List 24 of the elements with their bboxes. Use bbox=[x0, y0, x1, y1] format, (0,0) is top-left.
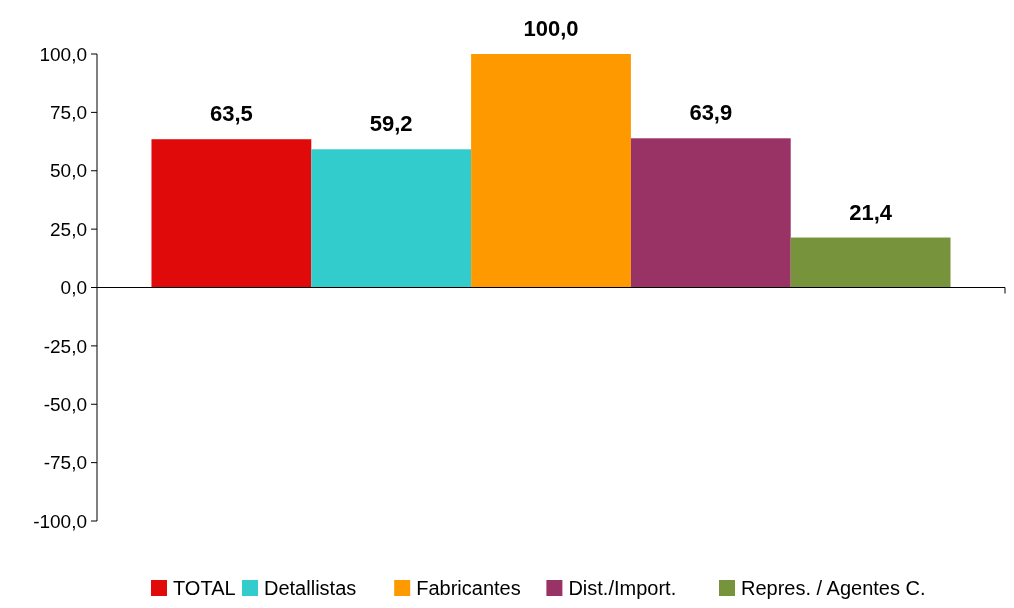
y-tick-label: 25,0 bbox=[50, 218, 87, 240]
y-tick-label: -75,0 bbox=[43, 452, 87, 474]
bar bbox=[151, 139, 312, 288]
legend-label: TOTAL bbox=[173, 577, 236, 599]
legend-label: Dist./Import. bbox=[568, 577, 677, 599]
data-label: 63,9 bbox=[689, 100, 733, 126]
legend-label: Repres. / Agentes C. bbox=[741, 577, 926, 599]
y-tick-label: -25,0 bbox=[43, 335, 87, 357]
y-tick-label: 75,0 bbox=[50, 102, 87, 124]
y-tick-label: 0,0 bbox=[60, 277, 87, 299]
bar bbox=[311, 149, 472, 288]
bar bbox=[471, 54, 631, 288]
data-label: 21,4 bbox=[849, 199, 893, 225]
bar bbox=[630, 138, 791, 288]
data-label: 63,5 bbox=[209, 101, 253, 127]
legend-label: Fabricantes bbox=[416, 577, 521, 599]
data-label: 59,2 bbox=[369, 111, 413, 137]
y-tick-label: -100,0 bbox=[33, 510, 87, 532]
y-tick-label: -50,0 bbox=[43, 393, 87, 415]
y-tick-label: 100,0 bbox=[39, 43, 87, 65]
data-label: 100,0 bbox=[523, 16, 579, 41]
bar bbox=[790, 237, 951, 288]
y-tick-label: 50,0 bbox=[50, 160, 87, 182]
legend-label: Detallistas bbox=[264, 577, 357, 599]
